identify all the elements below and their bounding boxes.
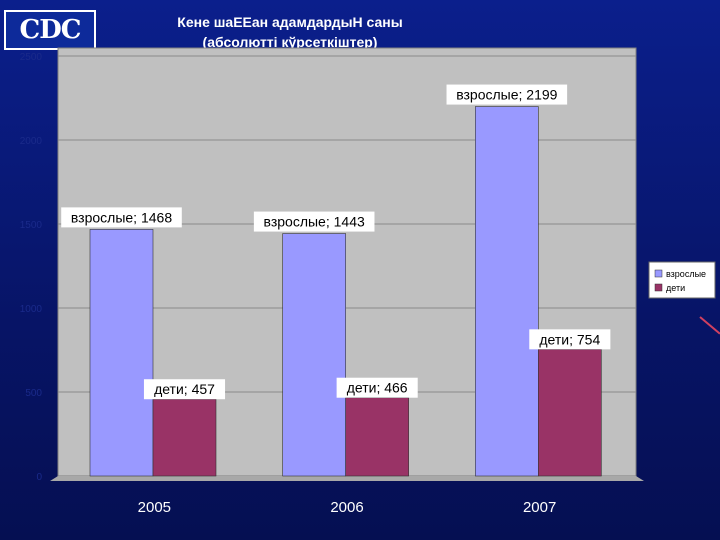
data-label-box bbox=[143, 379, 226, 400]
data-label: дети; 754 bbox=[539, 331, 600, 347]
data-labels: взрослые; 1468 дети; 457 взрослые; 1443 дет… bbox=[61, 84, 611, 400]
data-label-box bbox=[253, 211, 375, 232]
chart-title: Кене шаЕЕан адамдардыН саны bbox=[177, 14, 403, 30]
x-tick-label: 2006 bbox=[330, 499, 363, 516]
data-label: взрослые; 2199 bbox=[456, 87, 557, 103]
x-tick-label: 2005 bbox=[138, 499, 171, 516]
data-label-box bbox=[529, 329, 611, 350]
bar-взрослые-2006 bbox=[282, 233, 346, 477]
y-tick-label: 0 bbox=[36, 472, 42, 483]
data-label: взрослые; 1443 bbox=[264, 214, 365, 230]
bar-дети-2006 bbox=[345, 397, 409, 477]
data-label-box bbox=[61, 207, 182, 228]
bar-взрослые-2007 bbox=[475, 106, 539, 477]
data-label-box bbox=[336, 377, 418, 398]
cdc-logo: CDC bbox=[4, 10, 96, 50]
data-label: дети; 457 bbox=[154, 381, 215, 397]
legend-label: взрослые bbox=[666, 269, 706, 279]
y-tick-label: 2500 bbox=[20, 52, 43, 63]
y-axis: 0 500 1000 1500 2000 2500 bbox=[20, 52, 43, 483]
data-label-box bbox=[446, 84, 568, 105]
bars bbox=[89, 106, 602, 477]
chart-title-block: Кене шаЕЕан адамдардыН саны (абсолютті к… bbox=[150, 12, 430, 52]
legend: взрослые дети bbox=[648, 261, 716, 299]
data-label: взрослые; 1468 bbox=[71, 209, 172, 225]
chart-subtitle: (абсолютті кўрсеткіштер) bbox=[202, 34, 378, 50]
bar-дети-2007 bbox=[538, 349, 602, 477]
legend-swatch bbox=[654, 269, 663, 278]
legend-box bbox=[648, 261, 716, 299]
legend-swatch bbox=[654, 283, 663, 292]
bar-дети-2005 bbox=[152, 398, 217, 477]
logo-text: CDC bbox=[19, 15, 82, 45]
bar-взрослые-2005 bbox=[89, 229, 154, 477]
x-tick-label: 2007 bbox=[523, 499, 556, 516]
legend-label: дети bbox=[666, 283, 685, 293]
y-tick-label: 2000 bbox=[20, 136, 43, 147]
x-axis: 2005 2006 2007 bbox=[138, 499, 557, 516]
y-tick-label: 1000 bbox=[20, 304, 43, 315]
floor bbox=[50, 476, 644, 481]
data-label: дети; 466 bbox=[347, 380, 408, 396]
y-tick-label: 1500 bbox=[20, 220, 43, 231]
y-tick-label: 500 bbox=[25, 388, 42, 399]
